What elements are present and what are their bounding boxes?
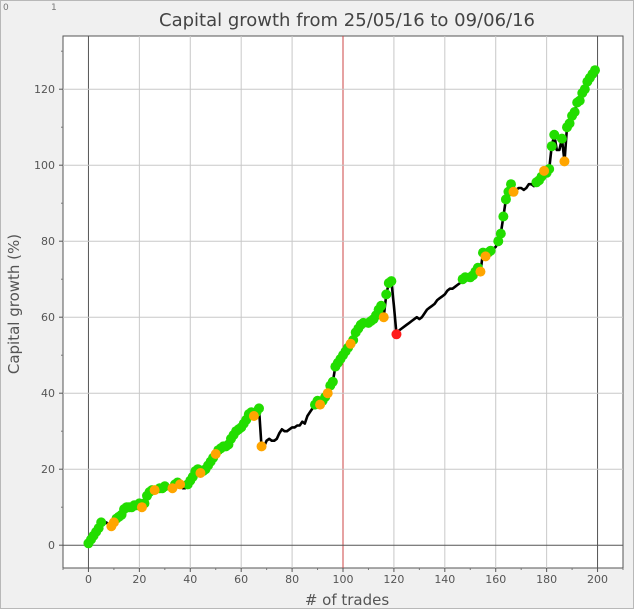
win-trade-point [556, 133, 567, 144]
x-tick-label: 60 [234, 573, 248, 586]
x-tick-label: 80 [285, 573, 299, 586]
x-tick-label: 100 [333, 573, 354, 586]
small-trade-point [539, 165, 550, 176]
small-trade-point [508, 186, 519, 197]
y-tick-label: 60 [41, 311, 55, 324]
win-trade-point [546, 141, 557, 152]
y-tick-label: 20 [41, 463, 55, 476]
series [83, 65, 600, 549]
corner-label-left: 0 [3, 3, 9, 13]
win-trade-point [159, 481, 170, 492]
y-tick-label: 40 [41, 387, 55, 400]
small-trade-point [315, 399, 326, 410]
win-trade-point [549, 129, 560, 140]
y-tick-label: 100 [34, 159, 55, 172]
x-tick-label: 40 [183, 573, 197, 586]
y-axis-label: Capital growth (%) [5, 234, 23, 374]
x-tick-label: 180 [536, 573, 557, 586]
small-trade-point [167, 483, 178, 494]
y-tick-label: 0 [48, 539, 55, 552]
win-trade-point [579, 84, 590, 95]
small-trade-point [256, 441, 267, 452]
y-tick-label: 80 [41, 235, 55, 248]
win-trade-point [327, 376, 338, 387]
small-trade-point [210, 449, 221, 459]
small-trade-point [136, 502, 147, 513]
x-axis-label: # of trades [305, 591, 390, 608]
axes: 0 20 40 60 80 100 120 140 160 180 200 0 20 40 60 80 100 1… [34, 50, 624, 586]
small-trade-point [322, 388, 333, 399]
x-tick-label: 120 [383, 573, 404, 586]
grid [63, 36, 623, 568]
small-trade-point [475, 266, 486, 277]
win-trade-point [493, 236, 504, 247]
win-trade-point [381, 289, 392, 300]
x-tick-label: 160 [485, 573, 506, 586]
win-trade-point [376, 300, 387, 311]
win-trade-point [574, 95, 585, 106]
small-trade-point [149, 485, 160, 496]
win-trade-point [506, 179, 516, 190]
x-tick-label: 140 [434, 573, 455, 586]
small-trade-point [345, 338, 356, 349]
win-trade-point [590, 65, 600, 76]
loss-trade-point [391, 329, 402, 340]
x-tick-label: 200 [587, 573, 608, 586]
small-trade-point [195, 468, 206, 478]
win-trade-point [564, 118, 575, 129]
win-trade-point [569, 107, 580, 117]
small-trade-point [559, 156, 570, 167]
small-trade-point [108, 517, 119, 528]
x-tick-label: 20 [132, 573, 146, 586]
x-tick-label: 0 [85, 573, 92, 586]
win-trade-point [500, 194, 511, 205]
corner-label-right: 1 [51, 3, 57, 13]
small-trade-point [480, 251, 491, 262]
small-trade-point [378, 312, 389, 323]
win-trade-point [254, 403, 264, 414]
win-trade-point [495, 228, 506, 239]
y-tick-label: 120 [34, 83, 55, 96]
small-trade-point [175, 479, 186, 490]
win-trade-point [386, 276, 397, 287]
win-trade-point [498, 211, 509, 222]
win-trade-point [96, 517, 107, 528]
small-trade-point [248, 411, 259, 421]
chart-title: Capital growth from 25/05/16 to 09/06/16 [159, 10, 535, 31]
